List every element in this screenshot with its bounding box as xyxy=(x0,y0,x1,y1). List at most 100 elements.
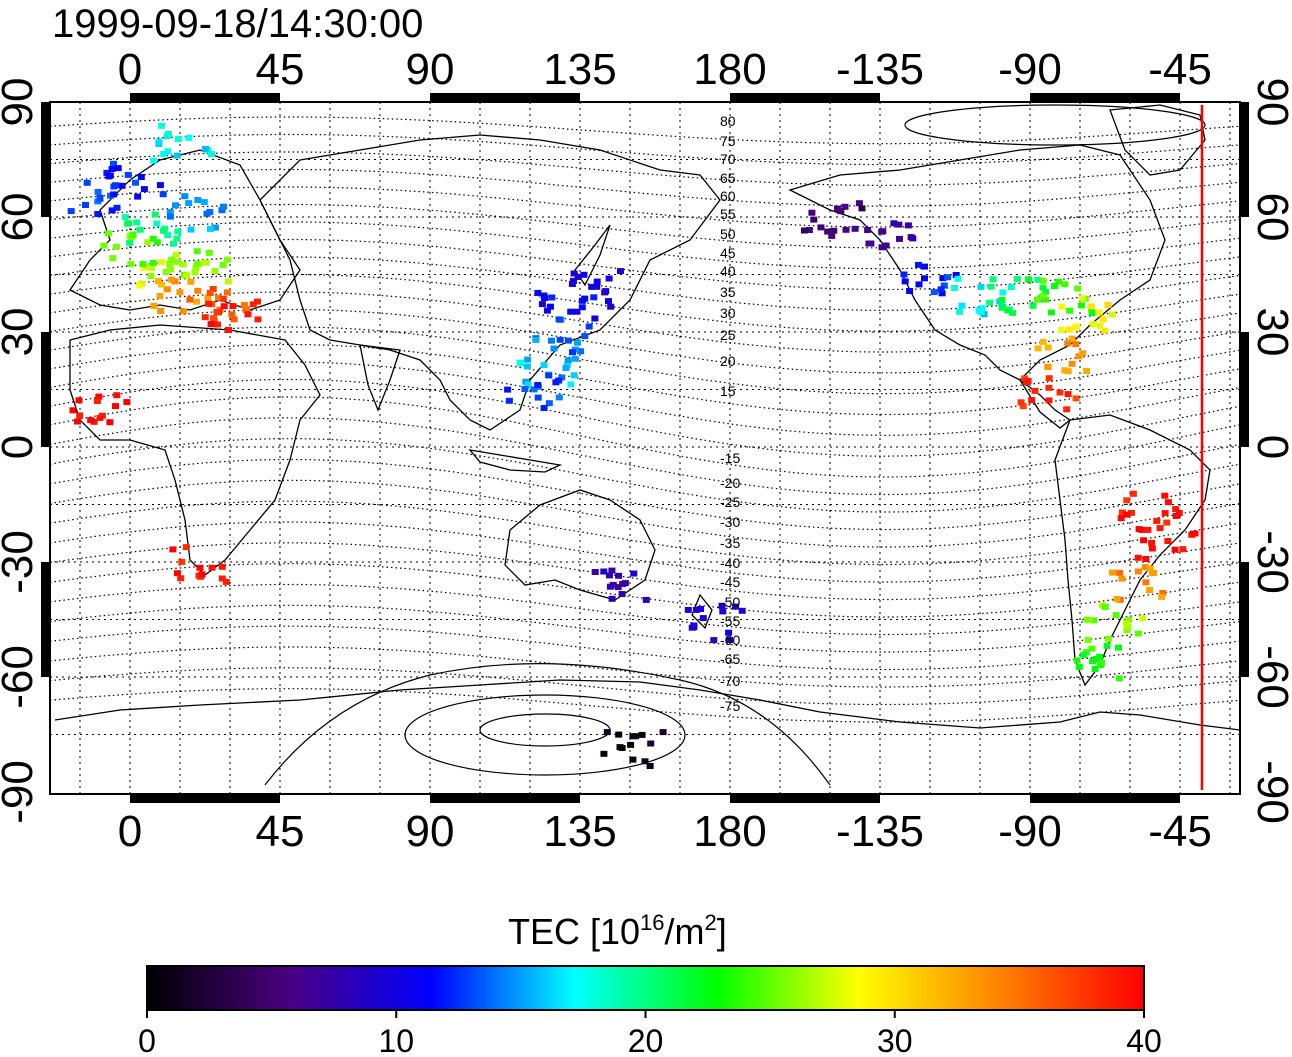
tec-observation xyxy=(841,203,849,210)
tec-observation xyxy=(1118,575,1126,582)
coastline-asia xyxy=(259,134,721,431)
magnetic-latitude-contour xyxy=(50,667,1240,706)
tec-observation xyxy=(851,225,859,232)
tec-observation xyxy=(690,624,698,631)
tec-observation xyxy=(1098,659,1105,666)
tec-observation xyxy=(223,289,231,296)
tec-observation xyxy=(1161,492,1169,499)
magnetic-latitude-contour xyxy=(50,604,1240,653)
magnetic-latitude-label: -20 xyxy=(720,475,740,491)
colorbar xyxy=(146,965,1145,1011)
tec-observation xyxy=(204,294,212,301)
tec-observation xyxy=(1090,617,1098,624)
tec-observation xyxy=(915,281,923,288)
tec-observation xyxy=(140,186,148,193)
tec-observation xyxy=(1068,360,1076,367)
tec-observation xyxy=(1047,309,1055,316)
magnetic-latitude-contour xyxy=(50,688,1240,723)
tec-observation xyxy=(817,224,825,231)
tec-observation xyxy=(126,239,134,246)
tec-observation xyxy=(732,603,739,610)
tec-observation xyxy=(173,258,181,265)
tec-observation xyxy=(132,179,139,186)
tec-observation xyxy=(113,204,121,211)
right-latitude-label: -30 xyxy=(1248,530,1292,594)
tec-observation xyxy=(808,209,816,216)
tec-observation xyxy=(1039,338,1047,345)
tec-observation xyxy=(229,303,237,310)
tec-observation xyxy=(504,386,512,393)
magnetic-latitude-contour xyxy=(50,116,1240,145)
magnetic-latitude-label: 50 xyxy=(720,226,736,242)
tec-observation xyxy=(96,414,104,421)
tec-observation xyxy=(205,249,213,256)
tec-observation xyxy=(1096,653,1104,660)
tec-observation xyxy=(1122,619,1130,626)
tec-observation xyxy=(133,219,141,226)
tec-observation xyxy=(192,264,200,271)
tec-observation xyxy=(1074,285,1082,292)
tec-observation xyxy=(1117,515,1125,522)
tec-observation xyxy=(173,235,181,242)
tec-observation xyxy=(118,182,126,189)
tec-observation xyxy=(187,278,195,285)
tec-observation xyxy=(627,741,635,748)
tec-observation xyxy=(93,398,101,404)
tec-observation xyxy=(136,226,144,233)
tec-observation xyxy=(1125,616,1133,623)
tec-observation xyxy=(137,174,145,180)
tec-observation xyxy=(944,274,952,281)
top-longitude-label: -90 xyxy=(998,45,1062,94)
tec-observation xyxy=(619,581,627,587)
tec-observation xyxy=(228,311,236,318)
tec-observation xyxy=(571,355,579,362)
tec-observation-points xyxy=(67,122,1199,769)
tec-observation xyxy=(532,336,540,343)
tec-observation xyxy=(569,349,576,356)
tec-observation xyxy=(1055,278,1063,285)
tec-observation xyxy=(998,297,1006,303)
tec-observation xyxy=(1061,281,1069,288)
tec-observation xyxy=(112,182,120,189)
top-longitude-label: 90 xyxy=(406,45,455,94)
magnetic-latitude-contour xyxy=(50,625,1240,671)
tec-observation xyxy=(977,309,985,316)
tec-observation xyxy=(83,179,91,186)
tec-observation xyxy=(179,308,187,315)
tec-observation xyxy=(205,300,213,307)
top-longitude-label: 0 xyxy=(118,45,142,94)
tec-observation xyxy=(1112,612,1120,619)
tec-observation xyxy=(593,278,601,285)
tec-observation xyxy=(159,191,167,198)
tec-observation xyxy=(585,323,593,330)
tec-observation xyxy=(1042,296,1050,303)
tec-observation xyxy=(1191,530,1199,537)
tec-observation xyxy=(156,292,164,299)
tec-observation xyxy=(1129,490,1137,497)
tec-observation xyxy=(110,160,117,167)
tec-observation xyxy=(1034,345,1042,352)
magnetic-latitude-label: 30 xyxy=(720,305,736,321)
magnetic-latitude-contour xyxy=(50,583,1240,636)
tec-observation xyxy=(166,208,174,215)
tec-observation xyxy=(167,266,174,273)
tec-observation xyxy=(1156,525,1164,532)
tec-observation xyxy=(136,282,144,289)
colorbar-tick-label: 40 xyxy=(1126,1023,1162,1057)
tec-observation xyxy=(94,188,102,195)
tec-observation xyxy=(95,393,103,400)
magnetic-latitude-label: -40 xyxy=(720,555,740,571)
tec-observation xyxy=(172,251,180,258)
tec-observation xyxy=(1044,364,1052,370)
tec-observation xyxy=(828,232,836,239)
tec-observation xyxy=(989,276,997,283)
tec-observation xyxy=(830,227,838,234)
tec-observation xyxy=(915,261,922,268)
tec-observation xyxy=(555,316,563,323)
tec-observation xyxy=(567,308,575,315)
magnetic-latitude-contour xyxy=(50,186,1240,228)
tec-observation xyxy=(1115,675,1123,682)
tec-observation xyxy=(144,239,152,246)
tec-observation xyxy=(1042,288,1050,295)
tec-observation xyxy=(194,287,202,294)
